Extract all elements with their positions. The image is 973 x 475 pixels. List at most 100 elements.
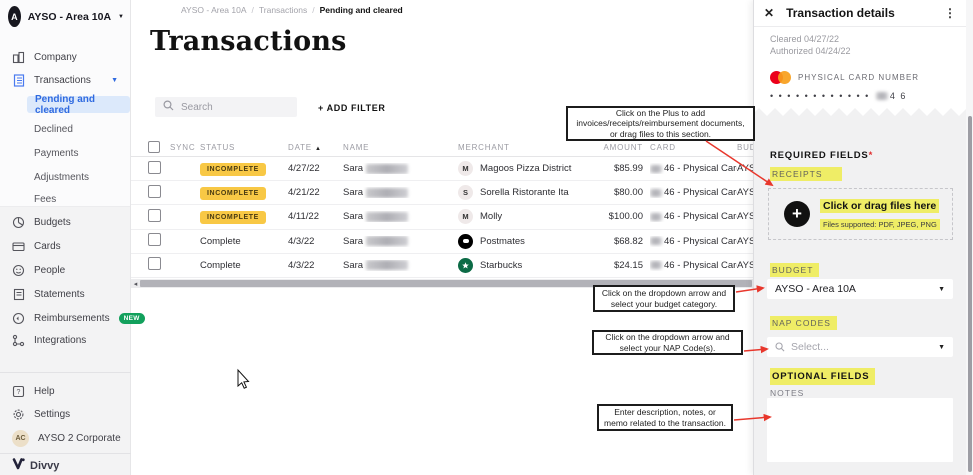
table-row[interactable]: INCOMPLETE 4/27/22 Sara M Magoos Pizza Di… bbox=[131, 157, 753, 182]
transaction-details-panel: ✕ Transaction details ⋮ Cleared 04/27/22… bbox=[753, 0, 967, 475]
cell-date: 4/3/22 bbox=[288, 259, 315, 271]
status-badge: INCOMPLETE bbox=[200, 187, 266, 201]
sidebar-item-declined[interactable]: Declined bbox=[34, 123, 73, 135]
add-filter-button[interactable]: + ADD FILTER bbox=[318, 103, 386, 113]
mastercard-icon bbox=[770, 71, 791, 84]
cell-merchant: M Magoos Pizza District bbox=[458, 161, 586, 177]
budget-label: BUDGET bbox=[770, 263, 820, 277]
budgets-icon bbox=[12, 216, 25, 229]
col-status[interactable]: STATUS bbox=[200, 143, 236, 152]
cell-date: 4/21/22 bbox=[288, 187, 320, 199]
vertical-scrollbar[interactable] bbox=[966, 0, 973, 475]
receipts-label: RECEIPTS bbox=[770, 167, 842, 181]
org-avatar: A bbox=[8, 6, 21, 27]
panel-title: Transaction details bbox=[786, 6, 895, 20]
dropzone-subtitle: Files supported: PDF, JPEG, PNG bbox=[820, 219, 940, 230]
col-sync[interactable]: SYNC bbox=[170, 143, 196, 152]
sidebar-item-payments[interactable]: Payments bbox=[34, 147, 79, 159]
col-name[interactable]: NAME bbox=[343, 143, 370, 152]
chevron-down-icon[interactable]: ▼ bbox=[118, 13, 124, 20]
receipt-dropzone[interactable]: + Click or drag files here Files support… bbox=[768, 188, 953, 240]
close-icon[interactable]: ✕ bbox=[764, 6, 775, 20]
row-checkbox[interactable] bbox=[148, 160, 161, 174]
sidebar-item-help[interactable]: ? Help bbox=[0, 382, 131, 400]
cell-date: 4/3/22 bbox=[288, 235, 315, 247]
nap-codes-dropdown[interactable]: Select... ▼ bbox=[767, 337, 953, 357]
col-budget[interactable]: BUDG bbox=[737, 143, 753, 152]
search-icon bbox=[163, 98, 174, 116]
breadcrumb[interactable]: AYSO - Area 10A / Transactions / Pending… bbox=[181, 5, 403, 15]
org-switcher[interactable]: A AYSO - Area 10A ▼ bbox=[8, 6, 126, 27]
row-checkbox[interactable] bbox=[148, 257, 161, 271]
horizontal-scrollbar[interactable]: ◂ bbox=[131, 279, 753, 288]
table-row[interactable]: Complete 4/3/22 Sara Postmates $68.82 46… bbox=[131, 230, 753, 254]
sidebar-item-cards[interactable]: Cards bbox=[0, 237, 131, 255]
table-row[interactable]: INCOMPLETE 4/11/22 Sara M Molly $100.00 4… bbox=[131, 205, 753, 230]
sidebar-item-settings[interactable]: Settings bbox=[0, 405, 131, 423]
annotation-notes: Enter description, notes, or memo relate… bbox=[597, 404, 733, 431]
sidebar-item-fees[interactable]: Fees bbox=[34, 193, 57, 205]
transactions-icon bbox=[12, 73, 25, 87]
redacted-text bbox=[650, 164, 662, 173]
budget-dropdown[interactable]: AYSO - Area 10A ▼ bbox=[767, 279, 953, 299]
row-checkbox[interactable] bbox=[148, 208, 161, 222]
status-text: Complete bbox=[200, 235, 241, 247]
scroll-left-icon[interactable]: ◂ bbox=[133, 280, 138, 288]
search-placeholder: Search bbox=[181, 101, 213, 113]
cell-card: 46 - Physical Card bbox=[650, 260, 737, 271]
sidebar-divider bbox=[0, 453, 131, 454]
chevron-down-icon[interactable]: ▼ bbox=[111, 76, 118, 84]
row-checkbox[interactable] bbox=[148, 184, 161, 198]
chevron-down-icon[interactable]: ▼ bbox=[938, 285, 945, 293]
integrations-icon bbox=[12, 334, 25, 347]
table-row[interactable]: INCOMPLETE 4/21/22 Sara S Sorella Ristora… bbox=[131, 181, 753, 206]
sort-asc-icon: ▲ bbox=[314, 146, 322, 152]
plus-icon[interactable]: + bbox=[784, 201, 810, 227]
authorized-date: Authorized 04/24/22 bbox=[770, 46, 851, 56]
search-input[interactable]: Search bbox=[155, 97, 297, 117]
cell-name: Sara bbox=[343, 211, 458, 222]
sidebar-item-budgets[interactable]: Budgets bbox=[0, 213, 131, 231]
sidebar-item-integrations[interactable]: Integrations bbox=[0, 331, 131, 349]
cell-card: 46 - Physical Card bbox=[650, 163, 737, 174]
col-date[interactable]: DATE ▲ bbox=[288, 143, 322, 152]
notes-textarea[interactable] bbox=[767, 398, 953, 462]
nap-codes-label: NAP CODES bbox=[770, 316, 837, 330]
sidebar-item-pending-and-cleared[interactable]: Pending and cleared bbox=[27, 93, 130, 116]
breadcrumb-transactions[interactable]: Transactions bbox=[258, 5, 308, 15]
card-summary-section: Cleared 04/27/22 Authorized 04/24/22 PHY… bbox=[754, 27, 966, 108]
sidebar-item-people[interactable]: People bbox=[0, 261, 131, 279]
cell-date: 4/11/22 bbox=[288, 211, 319, 223]
cell-merchant: M Molly bbox=[458, 209, 586, 225]
svg-text:?: ? bbox=[17, 389, 21, 396]
col-card[interactable]: CARD bbox=[650, 143, 676, 152]
sidebar-item-reimbursements[interactable]: Reimbursements NEW bbox=[0, 309, 145, 327]
sidebar-item-statements[interactable]: Statements bbox=[0, 285, 131, 303]
chevron-down-icon[interactable]: ▼ bbox=[938, 343, 945, 351]
col-amount[interactable]: AMOUNT bbox=[603, 143, 643, 152]
table-row[interactable]: Complete 4/3/22 Sara Starbucks $24.15 46… bbox=[131, 254, 753, 278]
merchant-avatar: M bbox=[458, 209, 473, 225]
sidebar-item-adjustments[interactable]: Adjustments bbox=[34, 171, 90, 183]
sidebar-item-label: Pending and cleared bbox=[35, 93, 95, 116]
starbucks-logo bbox=[458, 257, 473, 273]
brand-name: Divvy bbox=[30, 459, 60, 472]
select-all-checkbox[interactable] bbox=[148, 140, 160, 153]
statements-icon bbox=[12, 288, 25, 301]
scrollbar-thumb[interactable] bbox=[140, 280, 752, 287]
kebab-menu-icon[interactable]: ⋮ bbox=[944, 6, 956, 20]
col-merchant[interactable]: MERCHANT bbox=[458, 143, 510, 152]
sidebar-item-company[interactable]: Company bbox=[0, 48, 131, 66]
card-number-masked: • • • • • • • • • • • • 4 6 bbox=[770, 91, 907, 101]
redacted-text bbox=[650, 237, 662, 246]
cell-amount: $68.82 bbox=[613, 235, 643, 247]
sidebar-item-account[interactable]: AC AYSO 2 Corporate bbox=[0, 428, 131, 448]
breadcrumb-org[interactable]: AYSO - Area 10A bbox=[181, 5, 247, 15]
company-icon bbox=[12, 51, 25, 64]
row-checkbox[interactable] bbox=[148, 233, 161, 247]
scrollbar-thumb[interactable] bbox=[968, 116, 972, 472]
merchant-avatar: M bbox=[458, 161, 473, 177]
cell-card: 46 - Physical Card bbox=[650, 236, 737, 247]
sidebar-item-transactions[interactable]: Transactions ▼ bbox=[0, 71, 131, 89]
table-header: SYNC STATUS DATE ▲ NAME MERCHANT AMOUNT … bbox=[131, 139, 753, 157]
